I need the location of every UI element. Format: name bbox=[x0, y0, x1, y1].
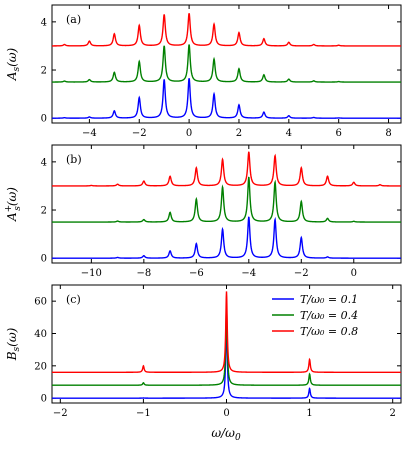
series-line-2 bbox=[52, 291, 401, 373]
panel-a: (a) As(ω) −4 −2 0 2 4 6 8 0 2 4 bbox=[5, 4, 402, 139]
x-tick-label: −10 bbox=[81, 268, 102, 279]
y-tick-label: 4 bbox=[41, 157, 47, 168]
series-group bbox=[52, 13, 401, 119]
y-ticks: 0 20 40 60 bbox=[34, 297, 401, 405]
y-tick-label: 60 bbox=[34, 297, 47, 308]
y-tick-label: 0 bbox=[41, 254, 47, 265]
x-tick-label: 1 bbox=[306, 408, 312, 419]
x-tick-label: −2 bbox=[132, 128, 147, 139]
series-group bbox=[52, 151, 401, 259]
x-tick-label: −8 bbox=[136, 268, 151, 279]
plot-frame bbox=[51, 4, 402, 124]
y-tick-label: 20 bbox=[34, 361, 47, 372]
y-axis-label: Bs(ω) bbox=[5, 327, 22, 361]
y-tick-label: 2 bbox=[41, 66, 47, 77]
x-tick-label: 0 bbox=[351, 268, 357, 279]
panel-label: (a) bbox=[66, 13, 81, 26]
panel-label: (c) bbox=[66, 293, 81, 306]
x-tick-label: 0 bbox=[186, 128, 192, 139]
y-tick-label: 2 bbox=[41, 206, 47, 217]
x-tick-label: 0 bbox=[223, 408, 229, 419]
y-tick-label: 0 bbox=[41, 114, 47, 125]
x-tick-label: −4 bbox=[241, 268, 256, 279]
series-line-1 bbox=[52, 44, 401, 83]
y-axis-label: As(ω) bbox=[5, 47, 22, 81]
x-tick-label: 2 bbox=[236, 128, 242, 139]
x-tick-label: −6 bbox=[189, 268, 204, 279]
x-tick-label: 8 bbox=[385, 128, 391, 139]
y-ticks: 0 2 4 bbox=[41, 17, 401, 125]
panel-label: (b) bbox=[66, 153, 82, 166]
legend: T/ω₀ = 0.1 T/ω₀ = 0.4 T/ω₀ = 0.8 bbox=[272, 293, 358, 338]
y-tick-label: 40 bbox=[34, 329, 47, 340]
panel-b: (b) A+s(ω) −10 −8 −6 −4 −2 0 0 2 4 bbox=[4, 144, 402, 279]
x-tick-label: −4 bbox=[82, 128, 97, 139]
legend-label: T/ω₀ = 0.8 bbox=[300, 325, 358, 338]
x-axis-label: ω/ω0 bbox=[211, 426, 241, 443]
x-tick-label: 6 bbox=[335, 128, 341, 139]
y-tick-label: 0 bbox=[41, 394, 47, 405]
series-line-1 bbox=[52, 176, 401, 223]
series-line-2 bbox=[52, 13, 401, 47]
x-tick-label: −2 bbox=[53, 408, 68, 419]
x-tick-label: −1 bbox=[136, 408, 151, 419]
x-tick-label: 2 bbox=[390, 408, 396, 419]
plot-frame bbox=[51, 144, 402, 264]
y-tick-label: 4 bbox=[41, 17, 47, 28]
series-line-0 bbox=[52, 216, 401, 259]
series-group bbox=[52, 291, 401, 399]
series-line-2 bbox=[52, 151, 401, 187]
legend-label: T/ω₀ = 0.4 bbox=[300, 309, 358, 322]
series-line-0 bbox=[52, 78, 401, 119]
legend-label: T/ω₀ = 0.1 bbox=[300, 293, 358, 306]
x-ticks: −10 −8 −6 −4 −2 0 bbox=[81, 145, 357, 279]
x-tick-label: −2 bbox=[294, 268, 309, 279]
x-ticks: −4 −2 0 2 4 6 8 bbox=[82, 5, 392, 139]
x-tick-label: 4 bbox=[286, 128, 292, 139]
x-ticks: −2 −1 0 1 2 bbox=[53, 285, 396, 419]
y-axis-label: A+s(ω) bbox=[4, 187, 23, 222]
